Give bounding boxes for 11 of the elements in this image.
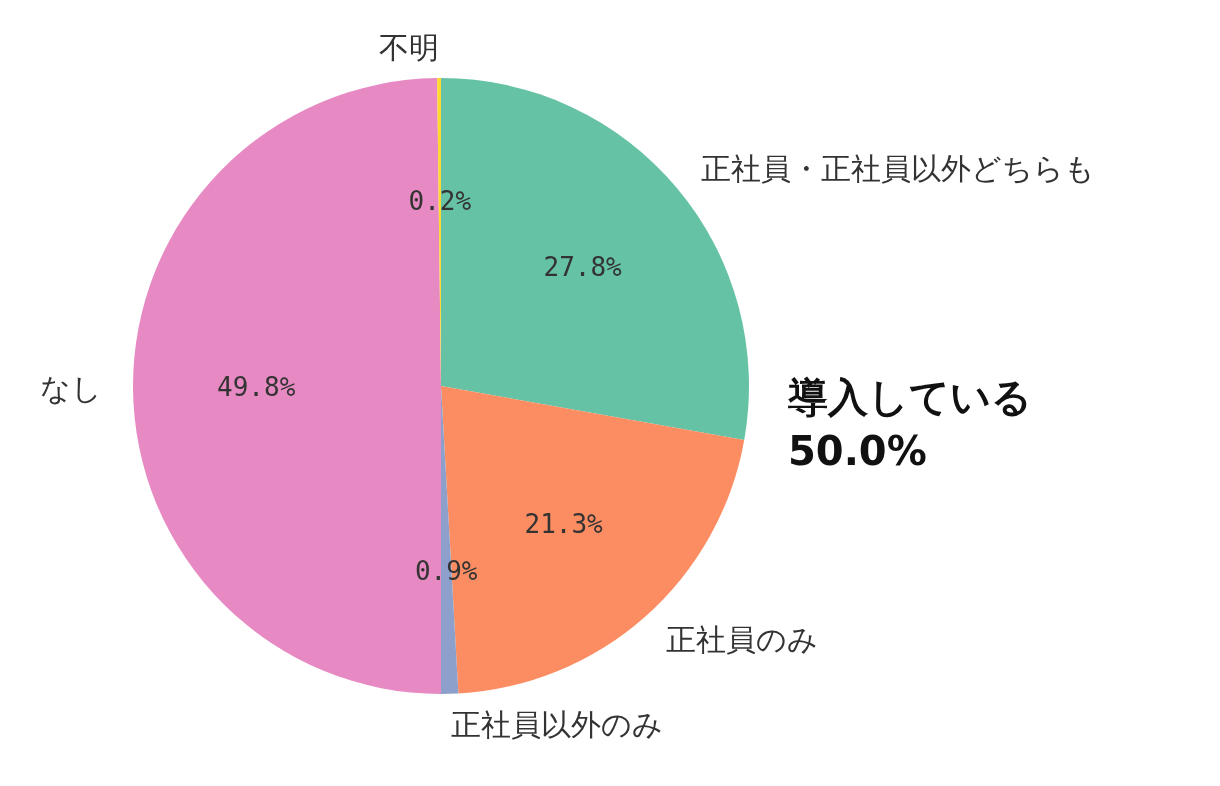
data-label: 49.8% (217, 372, 296, 403)
data-label: 21.3% (524, 509, 604, 540)
slice-label: なし (40, 370, 103, 406)
slice-label: 正社員以外のみ (450, 707, 663, 743)
data-label: 27.8% (543, 252, 623, 283)
text: 導入している 50.0% (788, 373, 1032, 476)
data-label: 0.9% (414, 555, 478, 586)
slice-label: 正社員・正社員以外どちらも (700, 150, 1095, 186)
data-label: 0.2% (408, 186, 472, 217)
slice-label: 正社員のみ (665, 621, 818, 657)
slice-label: 不明 (378, 29, 439, 65)
